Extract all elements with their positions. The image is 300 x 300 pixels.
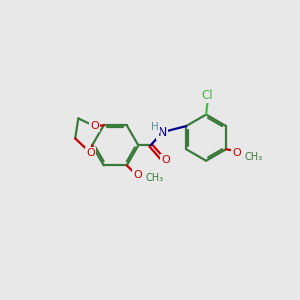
Text: O: O [86, 148, 95, 158]
Text: H: H [152, 122, 159, 132]
Text: O: O [232, 148, 241, 158]
Text: O: O [161, 155, 170, 165]
Text: CH₃: CH₃ [145, 173, 164, 183]
Text: CH₃: CH₃ [244, 152, 263, 162]
Text: O: O [133, 170, 142, 180]
Text: Cl: Cl [202, 89, 214, 102]
Text: N: N [158, 126, 167, 139]
Text: O: O [90, 121, 99, 131]
